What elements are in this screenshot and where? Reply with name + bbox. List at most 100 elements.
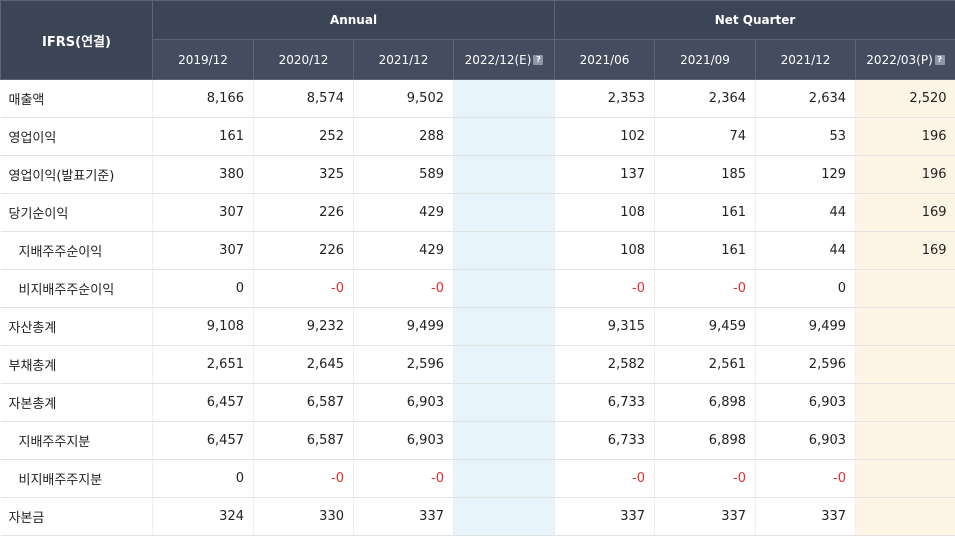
table-cell: -0 <box>254 270 354 308</box>
table-cell: 380 <box>153 156 254 194</box>
table-cell: 330 <box>254 498 354 536</box>
table-cell: 44 <box>756 194 856 232</box>
table-cell: 2,364 <box>655 80 756 118</box>
table-cell: 429 <box>354 194 454 232</box>
header-net-quarter: Net Quarter <box>555 1 955 40</box>
table-cell: 324 <box>153 498 254 536</box>
table-cell <box>856 498 955 536</box>
table-cell <box>856 270 955 308</box>
period-header: 2021/12 <box>756 40 856 80</box>
row-label: 자본총계 <box>1 384 153 422</box>
table-cell: 0 <box>756 270 856 308</box>
table-cell: 325 <box>254 156 354 194</box>
table-cell <box>454 384 555 422</box>
table-cell: 589 <box>354 156 454 194</box>
table-cell: 108 <box>555 232 655 270</box>
table-cell: -0 <box>756 460 856 498</box>
table-cell: 9,499 <box>354 308 454 346</box>
table-cell: -0 <box>655 460 756 498</box>
table-cell: 161 <box>153 118 254 156</box>
table-cell: 196 <box>856 118 955 156</box>
table-cell: 6,898 <box>655 422 756 460</box>
table-cell <box>856 460 955 498</box>
table-cell: 6,903 <box>756 422 856 460</box>
table-cell <box>454 460 555 498</box>
table-cell <box>454 194 555 232</box>
table-cell: 2,634 <box>756 80 856 118</box>
table-cell: 337 <box>354 498 454 536</box>
row-label: 매출액 <box>1 80 153 118</box>
table-cell: 108 <box>555 194 655 232</box>
table-cell: 102 <box>555 118 655 156</box>
table-cell: 6,457 <box>153 422 254 460</box>
table-cell: 2,596 <box>756 346 856 384</box>
table-cell: 6,903 <box>354 384 454 422</box>
table-cell: 169 <box>856 232 955 270</box>
period-header-estimate: 2022/12(E)? <box>454 40 555 80</box>
row-label: 비지배주주순이익 <box>1 270 153 308</box>
table-cell: 6,898 <box>655 384 756 422</box>
table-cell <box>856 384 955 422</box>
table-cell: -0 <box>555 460 655 498</box>
period-header: 2021/06 <box>555 40 655 80</box>
table-cell: -0 <box>354 270 454 308</box>
table-cell: 9,315 <box>555 308 655 346</box>
table-cell: 9,502 <box>354 80 454 118</box>
table-cell: 0 <box>153 460 254 498</box>
header-annual: Annual <box>153 1 555 40</box>
table-cell: 137 <box>555 156 655 194</box>
table-cell: 2,561 <box>655 346 756 384</box>
table-cell <box>454 232 555 270</box>
table-cell: 9,459 <box>655 308 756 346</box>
table-cell <box>454 156 555 194</box>
row-label: 자본금 <box>1 498 153 536</box>
table-cell <box>856 346 955 384</box>
help-icon[interactable]: ? <box>533 55 543 65</box>
period-header: 2019/12 <box>153 40 254 80</box>
row-label: 부채총계 <box>1 346 153 384</box>
table-cell: 226 <box>254 232 354 270</box>
table-cell: 6,733 <box>555 384 655 422</box>
table-cell: 129 <box>756 156 856 194</box>
table-cell: 226 <box>254 194 354 232</box>
table-cell: 6,587 <box>254 384 354 422</box>
row-label: 지배주주지분 <box>1 422 153 460</box>
table-cell: 252 <box>254 118 354 156</box>
table-cell: 9,232 <box>254 308 354 346</box>
table-cell: 2,520 <box>856 80 955 118</box>
table-cell: 2,651 <box>153 346 254 384</box>
table-cell <box>454 498 555 536</box>
table-cell <box>454 270 555 308</box>
table-cell: -0 <box>254 460 354 498</box>
table-cell: 44 <box>756 232 856 270</box>
table-cell: 6,903 <box>354 422 454 460</box>
header-ifrs-label: IFRS(연결) <box>1 1 153 80</box>
table-cell: 2,582 <box>555 346 655 384</box>
row-label: 자산총계 <box>1 308 153 346</box>
table-cell: 74 <box>655 118 756 156</box>
table-cell: 185 <box>655 156 756 194</box>
period-header: 2021/12 <box>354 40 454 80</box>
row-label: 영업이익 <box>1 118 153 156</box>
table-cell: 2,353 <box>555 80 655 118</box>
help-icon[interactable]: ? <box>935 55 945 65</box>
table-cell: 429 <box>354 232 454 270</box>
table-cell: 2,645 <box>254 346 354 384</box>
table-cell: -0 <box>354 460 454 498</box>
table-cell: 337 <box>555 498 655 536</box>
row-label: 당기순이익 <box>1 194 153 232</box>
table-cell <box>856 422 955 460</box>
row-label: 지배주주순이익 <box>1 232 153 270</box>
table-cell: 6,457 <box>153 384 254 422</box>
